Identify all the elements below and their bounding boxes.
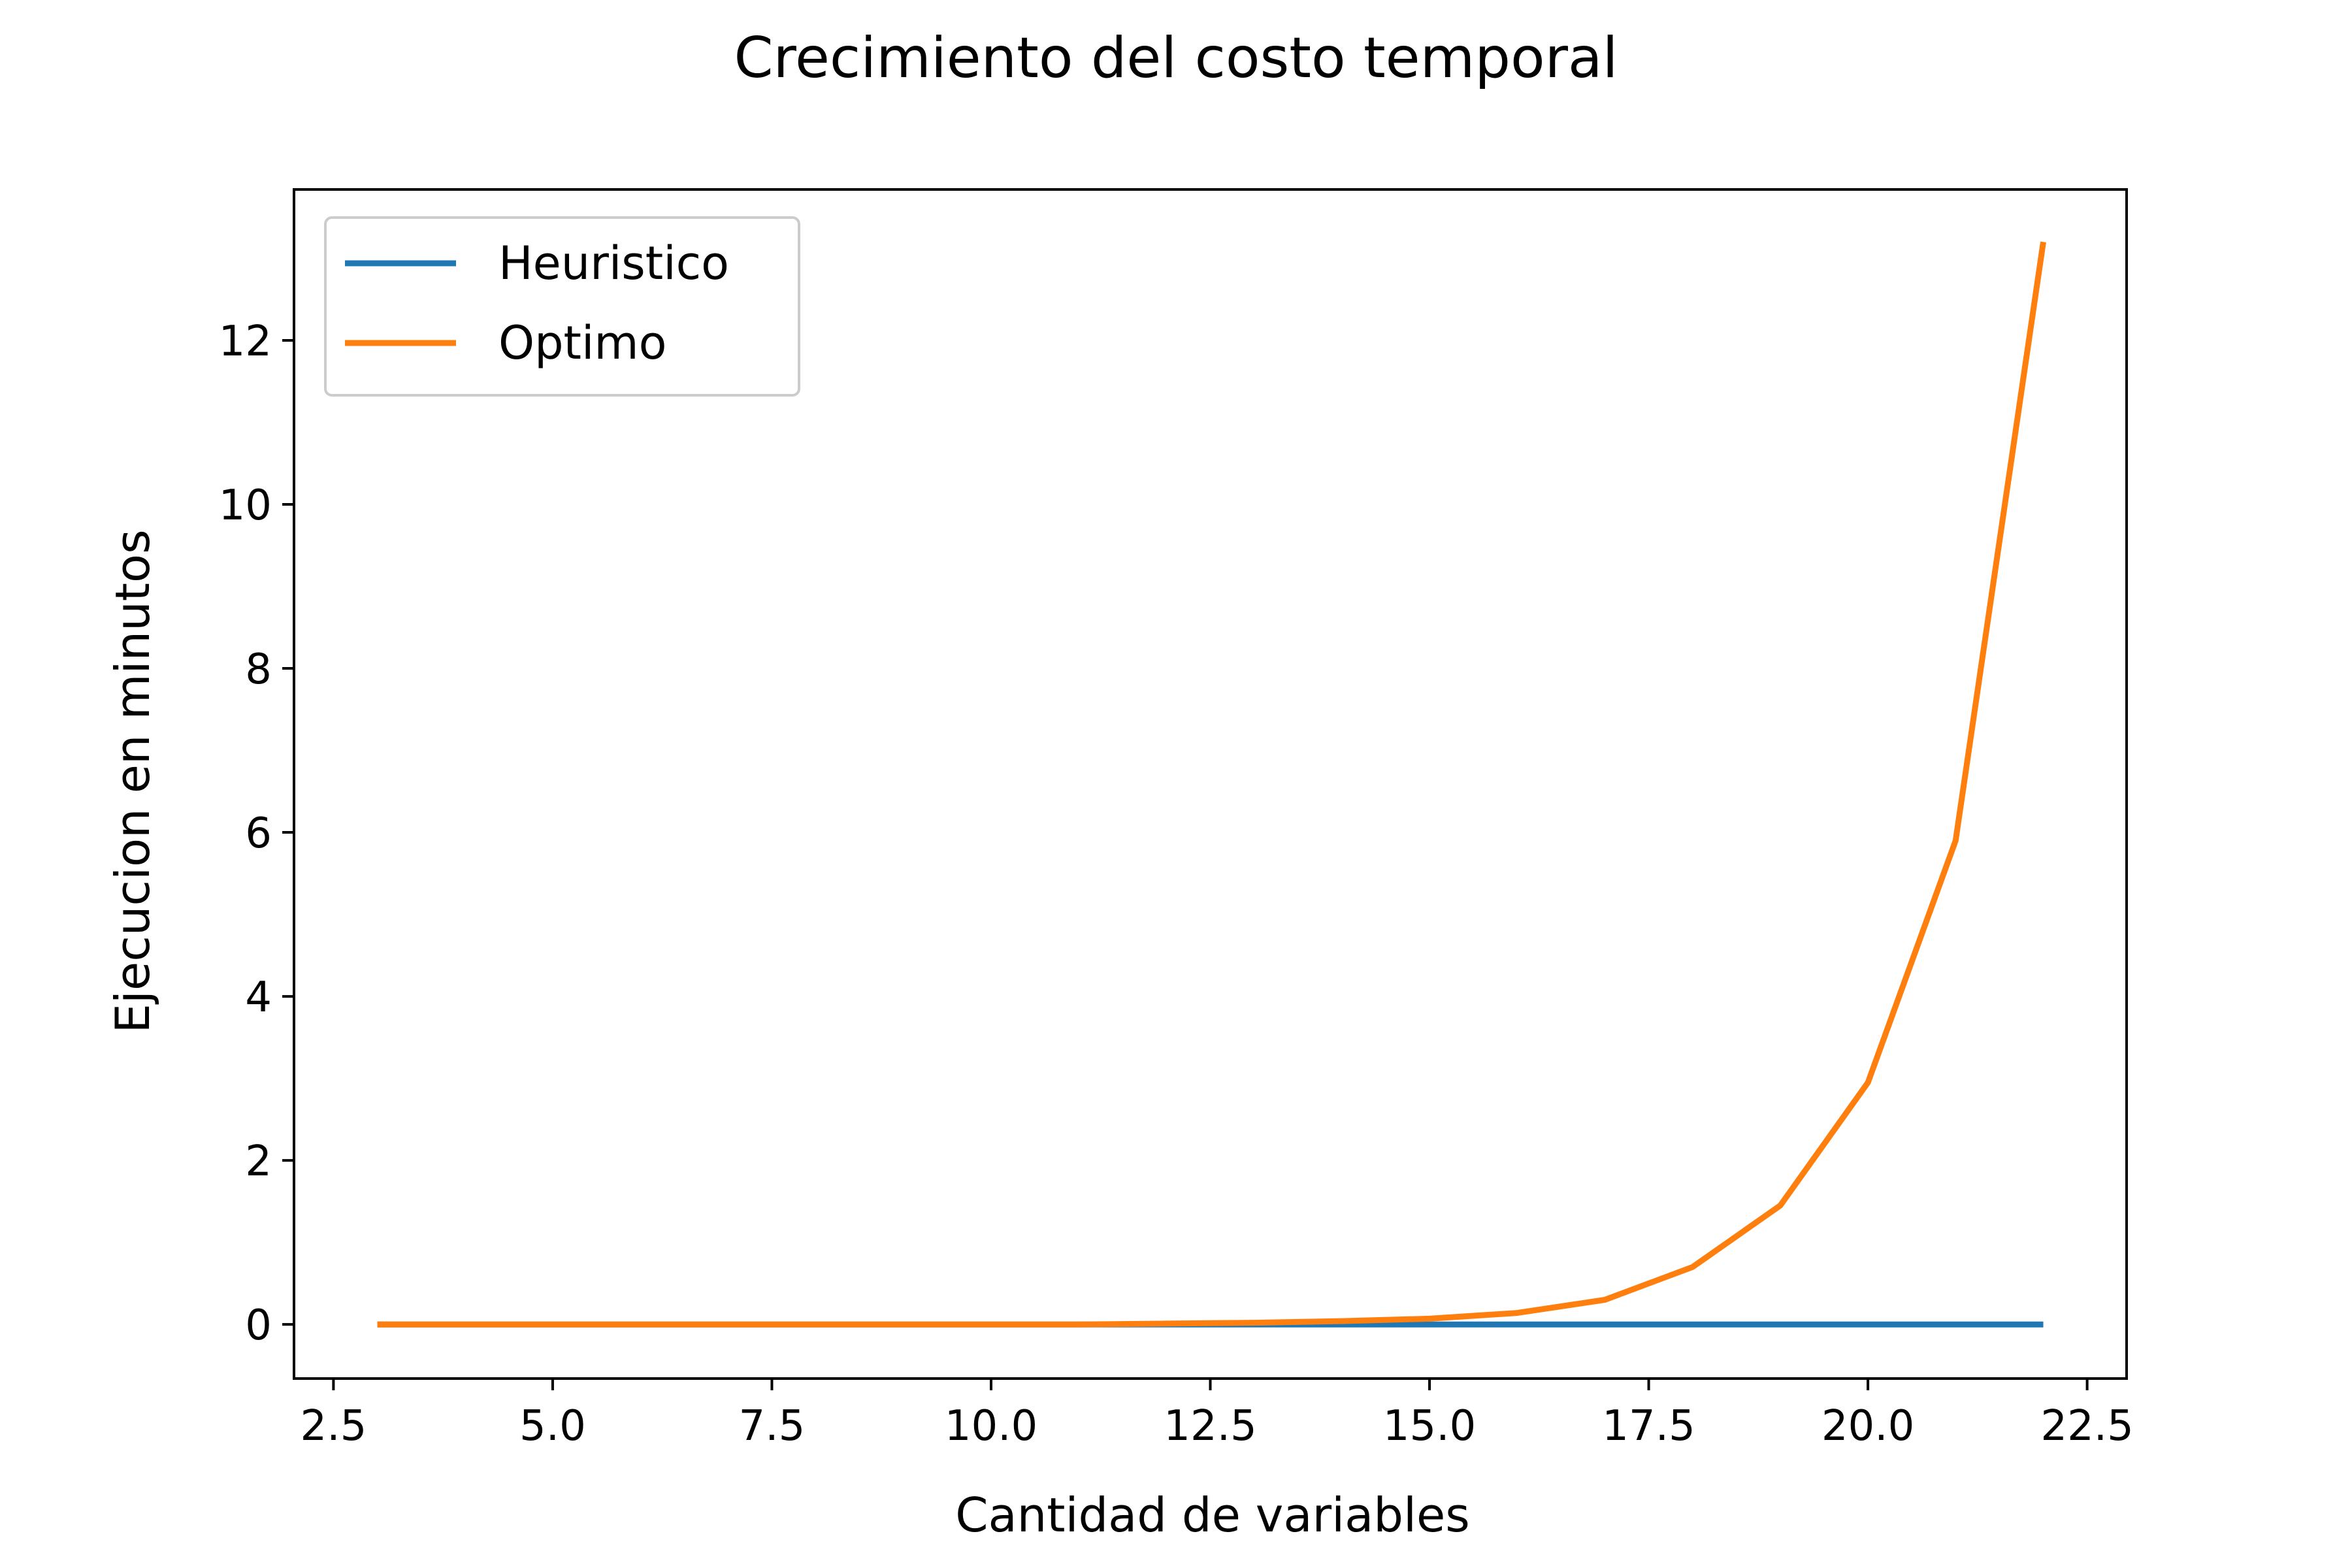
- y-tick-label: 2: [245, 1137, 272, 1186]
- x-axis-label: Cantidad de variables: [955, 1488, 1470, 1543]
- plot-area: 2.5 5.0 7.5 10.0 12.5 15.0 17.5 20.0 22.5 0 2 4 6 8 10…: [219, 188, 2134, 1450]
- chart-title: Crecimiento del costo temporal: [734, 25, 1618, 91]
- x-tick-label: 20.0: [1821, 1402, 1915, 1450]
- x-tick-label: 10.0: [945, 1402, 1038, 1450]
- y-tick-label: 4: [245, 973, 272, 1022]
- x-tick-label: 7.5: [739, 1402, 806, 1450]
- y-tick-label: 10: [219, 482, 272, 530]
- y-axis-label: Ejecucion en minutos: [105, 529, 160, 1033]
- x-tick-label: 22.5: [2040, 1402, 2134, 1450]
- legend[interactable]: Heuristico Optimo: [324, 216, 800, 397]
- legend-label-heuristico: Heuristico: [498, 237, 729, 290]
- y-tick-label: 12: [219, 318, 272, 366]
- legend-label-optimo: Optimo: [498, 316, 666, 370]
- series-line-optimo: [377, 241, 2046, 1328]
- y-tick-label: 8: [245, 645, 272, 694]
- x-tick-label: 5.0: [519, 1402, 586, 1450]
- y-tick-label: 6: [245, 809, 272, 858]
- y-tick-label: 0: [245, 1301, 272, 1350]
- x-tick-label: 12.5: [1164, 1402, 1257, 1450]
- x-tick-label: 17.5: [1602, 1402, 1695, 1450]
- x-tick-label: 2.5: [301, 1402, 367, 1450]
- x-tick-label: 15.0: [1383, 1402, 1477, 1450]
